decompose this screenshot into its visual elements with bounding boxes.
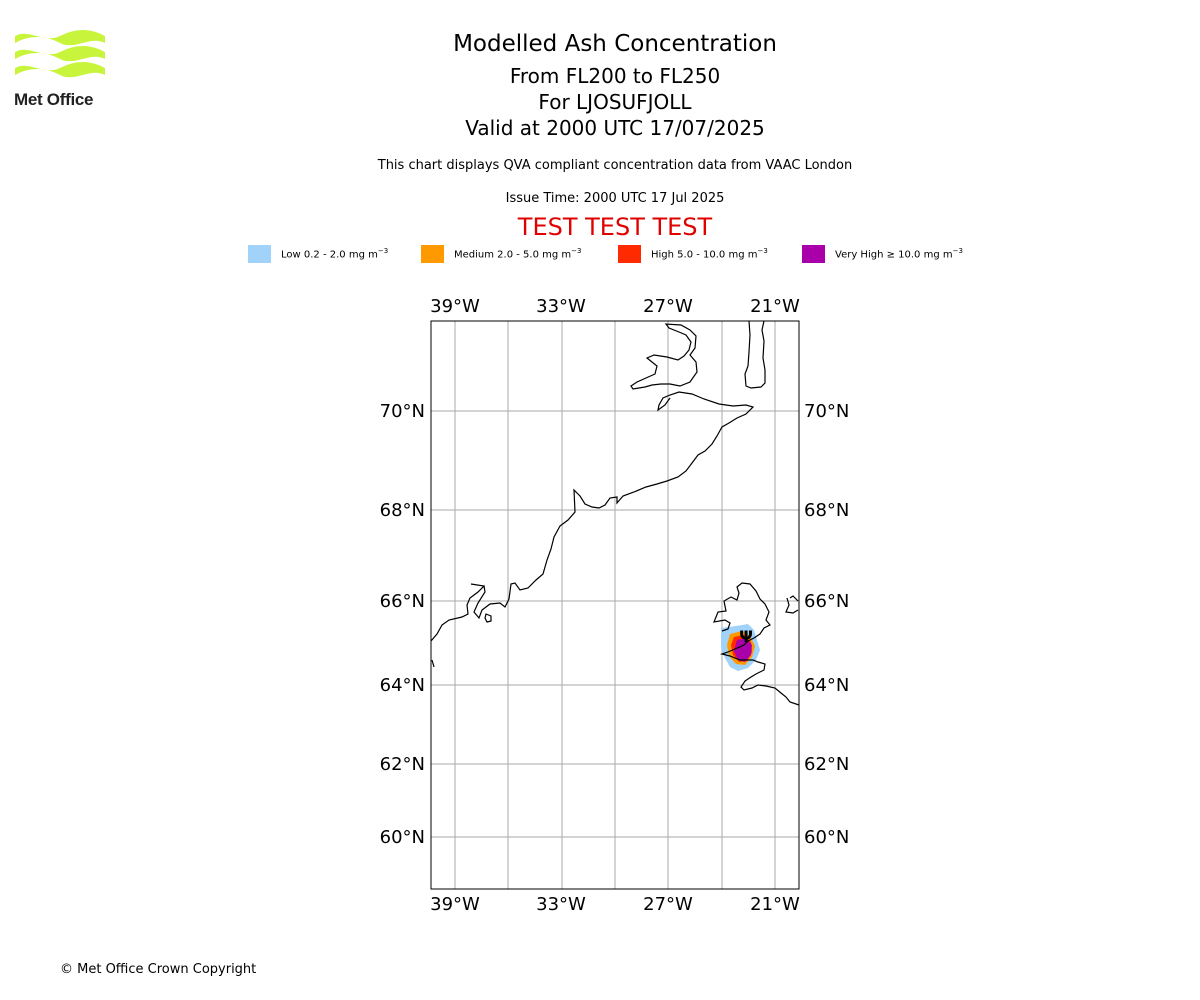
coastline-island-east — [744, 320, 766, 389]
lat-label: 70°N — [380, 401, 425, 422]
coastline-greenland — [430, 391, 755, 668]
lat-label: 62°N — [380, 754, 425, 775]
lon-label: 33°W — [536, 894, 586, 915]
lat-labels-right: 70°N 68°N 66°N 64°N 62°N 60°N — [804, 401, 849, 848]
lat-label: 68°N — [380, 500, 425, 521]
legend-label-high: High 5.0 - 10.0 mg m−3 — [651, 247, 768, 261]
map-frame — [430, 320, 800, 890]
coastline-iceland-south — [785, 595, 799, 614]
ash-very-high-region — [734, 638, 752, 662]
valid-time: Valid at 2000 UTC 17/07/2025 — [465, 116, 765, 140]
legend-swatch-medium — [421, 245, 444, 263]
met-office-waves-icon — [15, 30, 105, 78]
legend-label-very-high: Very High ≥ 10.0 mg m−3 — [835, 247, 963, 261]
volcano-location: For LJOSUFJOLL — [538, 90, 692, 114]
map-gridlines — [431, 321, 799, 889]
legend-item-medium: Medium 2.0 - 5.0 mg m−3 — [421, 244, 581, 264]
coastline-scoresby — [630, 323, 698, 390]
lon-label: 39°W — [430, 894, 480, 915]
legend-swatch-high — [618, 245, 641, 263]
legend-swatch-very-high — [802, 245, 825, 263]
legend-item-very-high: Very High ≥ 10.0 mg m−3 — [802, 244, 963, 264]
flight-levels: From FL200 to FL250 — [509, 64, 721, 88]
lat-label: 66°N — [804, 591, 849, 612]
coastline-iceland — [713, 582, 800, 706]
lat-label: 64°N — [804, 675, 849, 696]
lon-labels-bottom: 39°W 33°W 27°W 21°W — [430, 894, 800, 915]
lon-label: 21°W — [750, 296, 800, 317]
test-banner: TEST TEST TEST — [517, 213, 713, 241]
met-office-logo: Met Office — [14, 30, 106, 110]
lat-label: 60°N — [804, 827, 849, 848]
lon-labels-top: 39°W 33°W 27°W 21°W — [430, 296, 800, 317]
lon-label: 39°W — [430, 296, 480, 317]
coastlines — [430, 320, 800, 706]
lat-label: 68°N — [804, 500, 849, 521]
legend-item-low: Low 0.2 - 2.0 mg m−3 — [248, 244, 388, 264]
lon-label: 21°W — [750, 894, 800, 915]
logo-text: Met Office — [14, 90, 94, 109]
lat-label: 62°N — [804, 754, 849, 775]
lat-label: 64°N — [380, 675, 425, 696]
chart-title: Modelled Ash Concentration — [453, 31, 777, 57]
issue-time: Issue Time: 2000 UTC 17 Jul 2025 — [505, 191, 725, 206]
lat-label: 70°N — [804, 401, 849, 422]
lon-label: 27°W — [643, 894, 693, 915]
coastline-islet — [484, 613, 492, 623]
legend-label-low: Low 0.2 - 2.0 mg m−3 — [281, 247, 389, 261]
volcano-marker-icon: Ψ — [739, 627, 753, 646]
chart-description: This chart displays QVA compliant concen… — [377, 158, 853, 173]
copyright-notice: © Met Office Crown Copyright — [60, 962, 257, 977]
lat-labels-left: 70°N 68°N 66°N 64°N 62°N 60°N — [380, 401, 425, 848]
legend-label-medium: Medium 2.0 - 5.0 mg m−3 — [454, 247, 582, 261]
lat-label: 66°N — [380, 591, 425, 612]
lon-label: 33°W — [536, 296, 586, 317]
lon-label: 27°W — [643, 296, 693, 317]
lat-label: 60°N — [380, 827, 425, 848]
legend-item-high: High 5.0 - 10.0 mg m−3 — [618, 244, 768, 264]
legend-swatch-low — [248, 245, 271, 263]
